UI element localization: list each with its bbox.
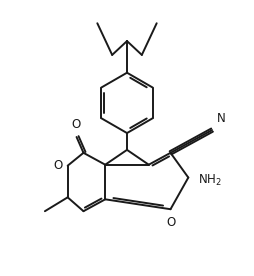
Text: O: O bbox=[53, 159, 63, 172]
Text: N: N bbox=[217, 112, 226, 125]
Text: O: O bbox=[71, 118, 80, 131]
Text: NH$_2$: NH$_2$ bbox=[198, 173, 222, 188]
Text: O: O bbox=[166, 216, 175, 229]
